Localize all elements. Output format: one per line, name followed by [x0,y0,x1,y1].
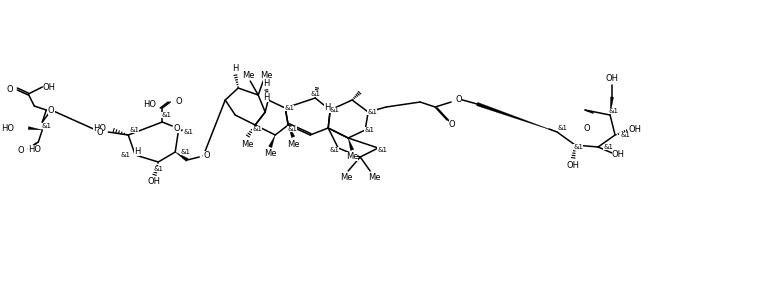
Text: Me: Me [264,149,276,158]
Text: O: O [18,146,24,155]
Text: OH: OH [606,74,619,82]
Text: &1: &1 [121,152,130,158]
Text: &1: &1 [41,123,51,129]
Text: Me: Me [287,140,299,148]
Polygon shape [269,135,275,148]
Text: &1: &1 [364,127,374,133]
Text: &1: &1 [253,126,262,132]
Polygon shape [610,97,613,115]
Text: Me: Me [241,140,253,148]
Text: Me: Me [340,173,353,182]
Text: OH: OH [629,124,642,134]
Text: O: O [449,119,456,128]
Text: &1: &1 [284,105,295,111]
Polygon shape [348,138,354,151]
Text: &1: &1 [329,147,340,153]
Text: &1: &1 [367,109,377,115]
Text: H: H [324,103,330,112]
Text: O: O [584,124,591,133]
Text: &1: &1 [377,147,387,153]
Text: &1: &1 [153,166,163,172]
Text: Me: Me [368,173,381,182]
Text: Me: Me [260,70,272,80]
Text: &1: &1 [161,112,171,118]
Text: O: O [455,94,462,103]
Text: &1: &1 [603,144,613,150]
Text: OH: OH [148,178,161,187]
Text: &1: &1 [183,129,193,135]
Text: &1: &1 [287,126,298,132]
Text: HO: HO [93,124,106,133]
Text: &1: &1 [311,91,320,97]
Text: &1: &1 [329,107,340,113]
Text: O: O [174,124,181,133]
Text: &1: &1 [557,125,567,131]
Text: &1: &1 [180,149,190,155]
Text: OH: OH [567,161,580,170]
Text: O: O [175,97,182,106]
Polygon shape [28,127,42,130]
Polygon shape [288,125,295,138]
Text: HO: HO [2,124,14,133]
Text: HO: HO [143,100,156,109]
Text: HO: HO [27,145,40,154]
Text: O: O [7,85,13,94]
Text: &1: &1 [620,132,630,138]
Text: &1: &1 [129,127,140,133]
Text: H: H [263,79,269,88]
Text: OH: OH [612,151,625,160]
Text: OH: OH [43,82,56,91]
Polygon shape [175,152,188,161]
Text: O: O [97,128,103,136]
Text: H: H [263,92,269,101]
Text: &1: &1 [573,144,583,150]
Text: Me: Me [242,70,255,80]
Text: H: H [232,64,238,73]
Text: &1: &1 [608,108,618,114]
Text: Me: Me [346,152,359,161]
Text: H: H [134,148,140,157]
Text: O: O [203,152,210,160]
Text: O: O [48,106,55,115]
Polygon shape [477,102,557,132]
